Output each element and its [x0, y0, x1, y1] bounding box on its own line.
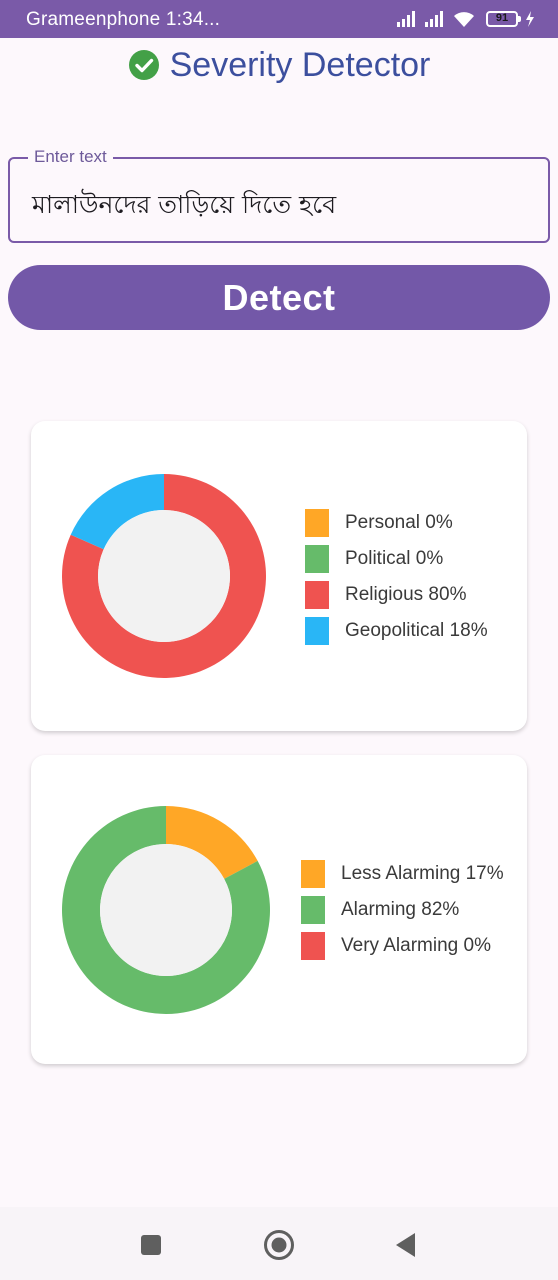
- donut-slice-alarming: [61, 806, 270, 1014]
- charging-icon: [526, 11, 534, 27]
- legend-label: Personal 0%: [345, 512, 453, 533]
- text-input-field[interactable]: Enter text মালাউনদের তাড়িয়ে দিতে হবে: [8, 147, 550, 243]
- donut-slice-geopolitical: [70, 474, 164, 550]
- donut-slice-religious: [62, 474, 266, 678]
- legend-label: Very Alarming 0%: [341, 935, 491, 956]
- page-title: Severity Detector: [169, 45, 431, 84]
- category-donut-chart: [62, 474, 266, 678]
- home-icon: [264, 1230, 294, 1260]
- legend-swatch: [301, 932, 325, 960]
- legend-item-religious: Religious 80%: [305, 581, 466, 609]
- donut-slice-less-alarming: [166, 806, 258, 879]
- wifi-icon: [454, 12, 474, 27]
- legend-label: Political 0%: [345, 548, 444, 569]
- signal-icon: [425, 11, 443, 27]
- battery-level: 91: [495, 12, 509, 24]
- severity-donut-chart: [61, 806, 270, 1014]
- legend-label: Alarming 82%: [341, 899, 460, 920]
- status-carrier-time: Grameenphone 1:34...: [26, 9, 221, 30]
- recent-apps-icon: [141, 1235, 161, 1255]
- legend-item-personal: Personal 0%: [305, 509, 453, 537]
- legend-swatch: [305, 545, 329, 573]
- status-bar: Grameenphone 1:34... 91: [0, 0, 558, 38]
- legend-swatch: [301, 860, 325, 888]
- legend-item-less-alarming: Less Alarming 17%: [301, 860, 504, 888]
- text-input-label: Enter text: [28, 147, 113, 167]
- donut-center: [100, 844, 232, 976]
- navigation-bar: [0, 1207, 558, 1280]
- legend-label: Geopolitical 18%: [345, 620, 488, 641]
- check-circle-icon: [128, 50, 159, 80]
- text-input-value[interactable]: মালাউনদের তাড়িয়ে দিতে হবে: [32, 190, 337, 219]
- legend-item-geopolitical: Geopolitical 18%: [305, 617, 488, 645]
- category-chart-card: Personal 0% Political 0% Religious 80% G…: [31, 421, 527, 731]
- severity-chart-card: Less Alarming 17% Alarming 82% Very Alar…: [31, 755, 527, 1064]
- legend-swatch: [301, 896, 325, 924]
- legend-item-alarming: Alarming 82%: [301, 896, 459, 924]
- legend-swatch: [305, 617, 329, 645]
- category-legend: Personal 0% Political 0% Religious 80% G…: [305, 509, 515, 649]
- legend-item-political: Political 0%: [305, 545, 443, 573]
- donut-center: [98, 510, 230, 642]
- app-header: Severity Detector: [0, 44, 558, 86]
- back-icon: [396, 1233, 415, 1257]
- battery-icon: 91: [486, 11, 521, 27]
- battery-tip: [518, 16, 521, 22]
- detect-button[interactable]: Detect: [8, 265, 550, 330]
- legend-swatch: [305, 581, 329, 609]
- status-icons: 91: [396, 8, 536, 30]
- home-button[interactable]: [259, 1225, 299, 1265]
- legend-swatch: [305, 509, 329, 537]
- severity-legend: Less Alarming 17% Alarming 82% Very Alar…: [301, 860, 521, 970]
- back-button[interactable]: [386, 1225, 426, 1265]
- legend-item-very-alarming: Very Alarming 0%: [301, 932, 491, 960]
- recent-apps-button[interactable]: [131, 1225, 171, 1265]
- legend-label: Less Alarming 17%: [341, 863, 504, 884]
- signal-icon: [397, 11, 415, 27]
- legend-label: Religious 80%: [345, 584, 467, 605]
